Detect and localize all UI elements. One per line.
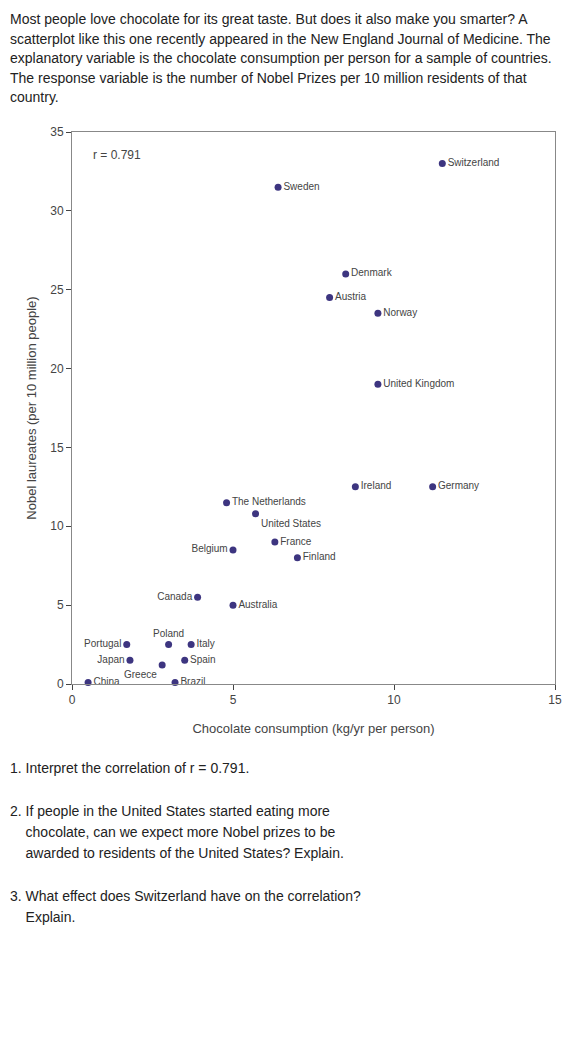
svg-text:Austria: Austria xyxy=(335,291,367,302)
svg-text:Belgium: Belgium xyxy=(191,543,227,554)
html-text:1. Interpret the correlation o: 1. Interpret the correlation of r = 0.79… xyxy=(10,760,250,776)
svg-text:China: China xyxy=(93,676,120,687)
svg-text:Nobel laureates (per 10 millio: Nobel laureates (per 10 million people) xyxy=(24,296,39,519)
svg-text:Brazil: Brazil xyxy=(180,676,205,687)
html-text:3. What effect does Switzerlan: 3. What effect does Switzerland have on … xyxy=(10,888,361,925)
svg-text:Switzerland: Switzerland xyxy=(448,157,500,168)
svg-text:10: 10 xyxy=(50,519,64,533)
svg-text:Chocolate consumption (kg/yr p: Chocolate consumption (kg/yr per person) xyxy=(192,721,434,736)
svg-text:Ireland: Ireland xyxy=(361,480,392,491)
svg-text:Australia: Australia xyxy=(238,599,277,610)
svg-text:United States: United States xyxy=(261,518,321,529)
svg-text:Finland: Finland xyxy=(303,551,336,562)
svg-text:0: 0 xyxy=(57,677,64,691)
svg-text:Sweden: Sweden xyxy=(283,181,319,192)
svg-text:Greece: Greece xyxy=(124,669,157,680)
svg-text:5: 5 xyxy=(57,598,64,612)
svg-text:15: 15 xyxy=(548,693,562,707)
svg-text:Italy: Italy xyxy=(197,638,215,649)
svg-text:France: France xyxy=(280,536,312,547)
svg-text:Poland: Poland xyxy=(153,628,184,639)
svg-text:0: 0 xyxy=(69,693,76,707)
svg-text:Japan: Japan xyxy=(97,654,124,665)
svg-text:Spain: Spain xyxy=(190,654,216,665)
html-text:2. If people in the United Sta: 2. If people in the United States starte… xyxy=(10,803,344,861)
svg-text:25: 25 xyxy=(50,283,64,297)
svg-text:15: 15 xyxy=(50,441,64,455)
svg-text:r = 0.791: r = 0.791 xyxy=(93,148,141,162)
svg-text:Germany: Germany xyxy=(438,480,479,491)
svg-text:United Kingdom: United Kingdom xyxy=(383,378,454,389)
svg-text:20: 20 xyxy=(50,362,64,376)
svg-text:Norway: Norway xyxy=(383,307,417,318)
svg-text:The Netherlands: The Netherlands xyxy=(232,496,306,507)
svg-text:10: 10 xyxy=(387,693,401,707)
svg-text:5: 5 xyxy=(230,693,237,707)
svg-text:35: 35 xyxy=(50,125,64,139)
html-text:Most people love chocolate for: Most people love chocolate for its great… xyxy=(10,11,552,106)
svg-text:30: 30 xyxy=(50,204,64,218)
svg-text:Portugal: Portugal xyxy=(84,638,121,649)
svg-text:Denmark: Denmark xyxy=(351,267,393,278)
svg-text:Canada: Canada xyxy=(157,591,192,602)
